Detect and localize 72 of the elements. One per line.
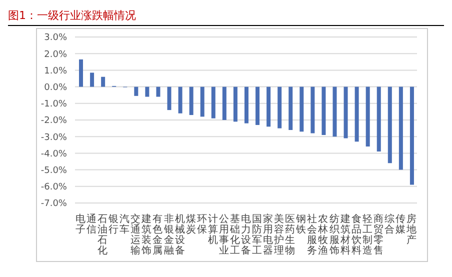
x-tick-label: 纺织服饰 <box>328 213 340 256</box>
bar <box>322 86 326 135</box>
x-tick-label: 有色金属 <box>152 213 163 256</box>
bar <box>101 76 106 87</box>
bar <box>410 86 414 185</box>
y-tick-label: -6.0% <box>40 182 68 193</box>
x-tick-label: 医药生物 <box>285 214 296 256</box>
bar <box>145 86 150 97</box>
bar <box>266 86 271 127</box>
x-tick-label: 公用事业 <box>218 213 229 256</box>
x-tick-label: 农林牧渔 <box>317 214 328 256</box>
y-tick-label: 2.0% <box>44 50 68 60</box>
bar <box>354 86 359 142</box>
bar <box>332 86 337 137</box>
bar <box>376 86 381 152</box>
bar <box>233 86 238 122</box>
x-tick-label: 钢铁 <box>295 214 306 236</box>
x-tick-label: 计算机 <box>208 213 218 246</box>
x-tick-label: 美容护理 <box>273 213 284 256</box>
x-tick-label: 通信 <box>86 213 97 236</box>
bar <box>288 86 293 130</box>
x-tick-label: 交通运输 <box>130 213 141 256</box>
bar <box>278 86 282 128</box>
bar <box>134 86 138 96</box>
y-tick-label: -7.0% <box>40 199 68 210</box>
x-tick-label: 非银金融 <box>162 213 174 256</box>
x-tick-label: 机械设备 <box>174 213 185 256</box>
x-tick-label: 房地产 <box>405 213 416 246</box>
x-tick-label: 建筑装饰 <box>140 213 152 256</box>
x-tick-label: 轻工制造 <box>362 213 372 256</box>
y-tick-label: -3.0% <box>40 132 68 143</box>
y-tick-label: -5.0% <box>40 166 68 176</box>
x-tick-label: 社会服务 <box>307 213 318 256</box>
bar <box>156 86 160 97</box>
bar <box>244 86 248 124</box>
y-tick-label: -1.0% <box>40 100 68 110</box>
bar <box>300 86 304 132</box>
x-tick-label: 环保 <box>196 214 207 236</box>
bar <box>189 86 194 116</box>
y-tick-label: -2.0% <box>40 116 68 126</box>
bar <box>90 72 94 87</box>
y-tick-label: 0.0% <box>44 82 68 93</box>
x-tick-label: 电力设备 <box>241 213 251 256</box>
bar <box>211 86 216 118</box>
x-tick-label: 基础化工 <box>228 213 240 256</box>
y-tick-label: 1.0% <box>44 66 68 76</box>
y-tick-label: 3.0% <box>44 33 68 44</box>
chart-title: 图1：一级行业涨跌幅情况 <box>8 8 444 26</box>
bar <box>256 86 260 125</box>
x-tick-label: 商贸零售 <box>373 213 384 256</box>
bar <box>79 59 83 87</box>
bar <box>388 86 392 164</box>
bar <box>366 86 370 147</box>
bar <box>344 86 348 138</box>
bar <box>167 86 172 110</box>
x-tick-label: 电子 <box>76 213 86 236</box>
x-tick-label: 传媒 <box>395 214 406 236</box>
bar <box>178 86 182 114</box>
x-tick-label: 汽车 <box>120 213 130 236</box>
x-tick-label: 建筑材料 <box>339 213 350 256</box>
y-tick-label: -4.0% <box>40 149 68 160</box>
bar <box>222 86 226 120</box>
x-tick-label: 食品饮料 <box>350 213 362 256</box>
x-tick-label: 石油石化 <box>98 214 108 256</box>
bar <box>310 86 315 134</box>
x-tick-label: 综合 <box>384 213 394 236</box>
x-tick-label: 家用电器 <box>263 213 274 256</box>
bar <box>200 86 204 117</box>
x-tick-label: 银行 <box>108 214 119 236</box>
bar <box>398 86 403 170</box>
x-tick-label: 国防军工 <box>252 214 262 256</box>
x-tick-label: 煤炭 <box>186 213 196 236</box>
